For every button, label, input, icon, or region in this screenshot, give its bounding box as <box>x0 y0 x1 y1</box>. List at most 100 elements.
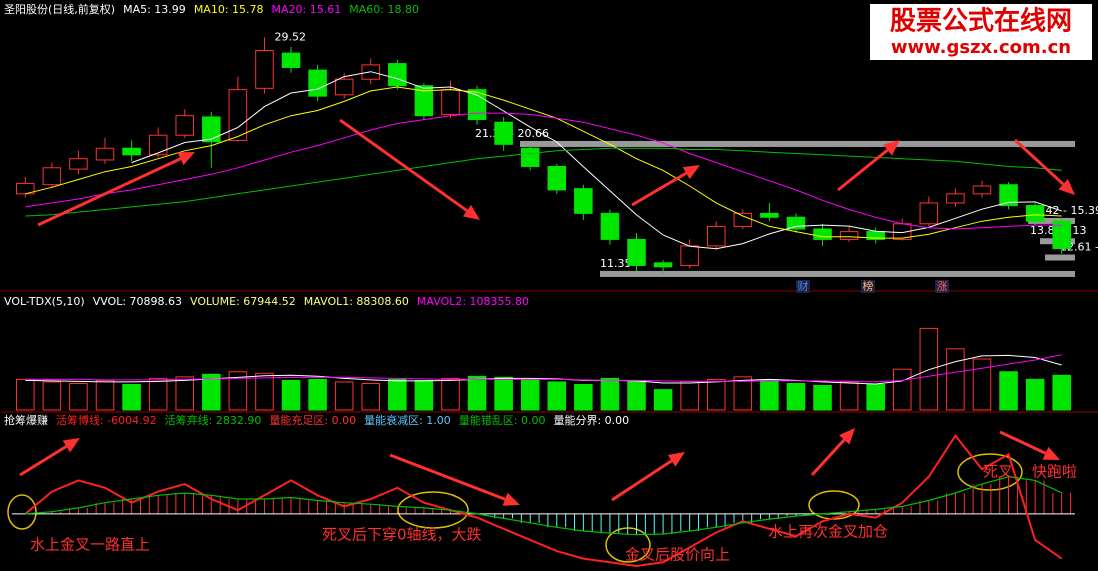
annotation: 死叉后下穿0轴线，大跌 <box>322 526 482 544</box>
volume-bar <box>600 377 620 411</box>
volume-bar <box>999 371 1018 411</box>
candle-body <box>202 116 221 143</box>
candle-body <box>547 165 567 191</box>
candle-body <box>574 188 593 214</box>
candle-body <box>680 245 699 266</box>
panel-header: 量能分界: 0.00 <box>553 413 629 427</box>
volume-bar <box>42 381 62 411</box>
volume-bar <box>148 377 168 411</box>
watermark-title: 股票公式在线网 <box>890 7 1072 37</box>
candle-body <box>813 228 832 240</box>
volume-bar <box>786 382 806 411</box>
annotation: 死叉 <box>983 463 1013 481</box>
candle-body <box>733 212 753 227</box>
panel-header: 圣阳股份(日线,前复权) <box>4 2 115 16</box>
candle-body <box>148 134 168 156</box>
volume-bar <box>228 371 248 411</box>
line <box>25 476 1062 536</box>
volume-bar <box>361 382 381 411</box>
candle-body <box>122 147 141 156</box>
candle-body <box>999 184 1018 207</box>
candle-body <box>494 121 513 145</box>
candle-body <box>1052 220 1071 250</box>
volume-bar <box>1025 378 1045 411</box>
arrow-head <box>1058 179 1075 195</box>
volume-bar <box>839 381 859 411</box>
watermark-url: www.gszx.com.cn <box>891 37 1071 58</box>
candle-body <box>69 158 88 170</box>
arrow-head <box>177 152 195 166</box>
max-label: 29.52 <box>274 30 306 43</box>
candle-body <box>388 63 407 87</box>
candle-body <box>919 202 939 225</box>
candle-body <box>520 147 540 167</box>
panel-header: VOL-TDX(5,10) <box>4 295 85 308</box>
volume-bar <box>733 376 753 411</box>
volume-bar <box>494 376 513 411</box>
volume-bar <box>866 384 885 411</box>
volume-bar <box>334 381 354 411</box>
candle-body <box>42 167 62 186</box>
volume-bar <box>813 385 832 411</box>
candle-body <box>653 262 673 268</box>
panel-header: VVOL: 70898.63 <box>93 295 182 308</box>
volume-bar <box>414 379 434 411</box>
badge-box <box>935 280 949 293</box>
volume-bar <box>69 382 88 411</box>
volume-bar <box>255 372 274 411</box>
volume-bar <box>706 378 726 411</box>
volume-bar <box>946 348 965 411</box>
candle-body <box>308 69 327 97</box>
arrow-head <box>667 452 685 467</box>
candle-body <box>600 212 620 240</box>
level-bar <box>600 270 1075 277</box>
annotation: 金叉后股价向上 <box>625 546 730 564</box>
volume-bar <box>122 384 141 411</box>
candle-body <box>839 231 859 240</box>
candle-body <box>1025 205 1045 222</box>
volume-bar <box>972 358 992 411</box>
volume-bar <box>547 381 567 411</box>
candle-body <box>228 89 248 141</box>
badge: 财 <box>798 279 809 293</box>
volume-bar <box>520 378 540 411</box>
volume-bar <box>202 373 221 411</box>
candle-body <box>441 89 460 115</box>
candle-body <box>972 185 992 195</box>
candle-body <box>786 216 806 230</box>
panel-header: 抢筹爆赚 <box>4 413 48 427</box>
line <box>25 354 1062 383</box>
candle-body <box>95 147 115 161</box>
annotation: 水上再次金叉加仓 <box>768 523 888 541</box>
level-label: 15.42 - 15.39 <box>1028 204 1098 217</box>
candle-body <box>467 89 487 121</box>
arrow-head <box>1042 446 1060 460</box>
arrow-head <box>839 428 855 445</box>
level-bar <box>1045 254 1075 261</box>
arrow-head <box>682 165 700 180</box>
annotation: 快跑啦 <box>1032 463 1077 481</box>
watermark-box <box>870 4 1092 60</box>
level-bar <box>1028 217 1075 224</box>
arrow-shaft <box>611 459 673 502</box>
arrow-shaft <box>37 157 182 227</box>
candle-body <box>946 193 965 204</box>
volume-bar <box>892 368 912 411</box>
ellipse <box>397 491 469 529</box>
candle-body <box>706 225 726 247</box>
level-label: 11.35 <box>600 257 632 270</box>
arrow-head <box>883 140 900 156</box>
line <box>25 86 1062 239</box>
ellipse <box>957 453 1023 491</box>
candle-body <box>334 78 354 96</box>
volume-bar <box>653 389 673 411</box>
volume-bar <box>467 375 487 411</box>
arrow-shaft <box>837 148 889 192</box>
ellipse <box>7 494 37 530</box>
volume-bar <box>388 378 407 411</box>
volume-bar <box>627 379 646 411</box>
arrow-shaft <box>999 430 1047 455</box>
panel-header: MA60: 18.80 <box>349 3 419 16</box>
